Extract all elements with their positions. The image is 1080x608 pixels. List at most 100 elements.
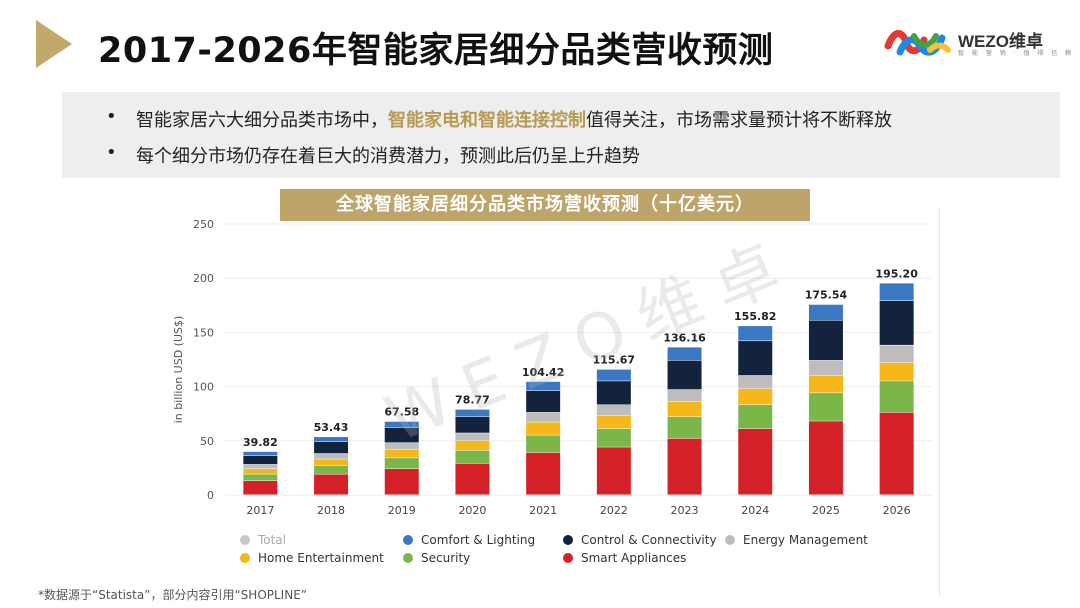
bar-segment-smart-appliances [667,438,702,495]
chart-area: 0 50 100 150 200 250 in billion USD (US$) 39.82… [160,208,940,598]
x-tick-label: 2020 [458,504,486,517]
logo-text: WEZO维卓 [958,32,1043,51]
y-tick-label: 100 [193,381,214,394]
legend-swatch-icon [240,553,250,563]
bar-segment-security [243,474,278,481]
x-tick-label: 2026 [883,504,911,517]
bar-segment-energy-management [314,453,349,459]
legend-item: Smart Appliances [563,551,686,565]
y-tick-label: 250 [193,218,214,231]
bar-segment-control-connectivity [596,381,631,405]
legend-item: Total [240,533,286,547]
bar-segment-control-connectivity [314,441,349,454]
bar-segment-control-connectivity [738,341,773,376]
y-tick-label: 50 [200,435,214,448]
legend-label: Home Entertainment [258,551,384,565]
bar-segment-home-entertainment [738,388,773,405]
bar-segment-comfort-lighting [243,451,278,456]
bar-segment-comfort-lighting [667,347,702,361]
bar-segment-smart-appliances [314,474,349,495]
x-tick-label: 2024 [741,504,769,517]
legend-label: Control & Connectivity [581,533,717,547]
bar-segment-security [667,416,702,439]
chart-title: 全球智能家居细分品类市场营收预测（十亿美元） [280,189,810,221]
bar-segment-comfort-lighting [596,369,631,381]
bar-segment-control-connectivity [243,455,278,465]
bar-total-label: 155.82 [734,310,776,323]
bar-segment-home-entertainment [667,401,702,417]
bar-segment-security [596,428,631,447]
bar-total-label: 67.58 [384,406,419,419]
bar-total-label: 115.67 [593,354,635,367]
bar-segment-comfort-lighting [314,437,349,442]
bar-segment-smart-appliances [526,452,561,495]
bar-segment-security [738,405,773,429]
bar-total-label: 175.54 [805,289,848,302]
bar-segment-home-entertainment [526,422,561,435]
legend-swatch-icon [240,535,250,545]
bar-segment-home-entertainment [243,468,278,474]
bar-segment-energy-management [526,412,561,422]
bar-segment-energy-management [738,375,773,389]
bullet-text: 智能家居六大细分品类市场中， [136,110,388,131]
legend-swatch-icon [725,535,735,545]
bar-segment-home-entertainment [314,459,349,466]
bar-segment-comfort-lighting [738,326,773,341]
bullet-highlight: 智能家电和智能连接控制 [388,110,586,131]
bar-segment-smart-appliances [243,480,278,495]
bar-segment-home-entertainment [879,362,914,381]
legend-label: Smart Appliances [581,551,687,565]
x-tick-label: 2023 [671,504,699,517]
bar-segment-comfort-lighting [808,304,843,320]
x-tick-label: 2018 [317,504,345,517]
bar-total-label: 78.77 [455,394,490,407]
legend-swatch-icon [563,535,573,545]
bullet-panel: • 智能家居六大细分品类市场中，智能家电和智能连接控制值得关注，市场需求量预计将… [62,92,1060,178]
x-tick-label: 2019 [388,504,416,517]
legend-item: Control & Connectivity [563,533,717,547]
legend-item: Security [403,551,470,565]
legend-label: Total [258,533,287,547]
bar-segment-home-entertainment [384,449,419,458]
title-arrow-decoration [36,20,72,68]
y-tick-label: 0 [207,489,214,502]
bar-total-label: 136.16 [663,331,706,344]
bar-segment-home-entertainment [455,440,490,451]
bar-segment-smart-appliances [738,428,773,495]
bar-segment-control-connectivity [667,360,702,390]
x-tick-label: 2017 [246,504,274,517]
bar-segment-energy-management [667,389,702,402]
bar-segment-energy-management [808,360,843,376]
bar-segment-smart-appliances [808,421,843,495]
bar-total-label: 39.82 [243,436,278,449]
bar-segment-comfort-lighting [526,381,561,391]
legend-item: Energy Management [725,533,868,547]
bullet-text: 每个细分市场仍存在着巨大的消费潜力，预测此后仍呈上升趋势 [136,146,640,167]
legend-label: Comfort & Lighting [421,533,536,547]
legend-item: Comfort & Lighting [403,533,535,547]
bar-segment-security [879,381,914,413]
bar-segment-home-entertainment [596,415,631,429]
source-footnote: *数据源于“Statista”，部分内容引用“SHOPLINE” [38,588,307,602]
bar-segment-comfort-lighting [455,409,490,417]
bar-total-label: 53.43 [314,421,349,434]
x-tick-label: 2022 [600,504,628,517]
bar-segment-energy-management [243,464,278,469]
bar-segment-smart-appliances [879,412,914,495]
bar-segment-security [314,465,349,474]
y-axis-label: in billion USD (US$) [172,316,185,424]
bar-segment-energy-management [384,442,419,449]
x-tick-label: 2021 [529,504,557,517]
y-tick-label: 150 [193,326,214,339]
bar-segment-security [455,450,490,464]
x-tick-label: 2025 [812,504,840,517]
legend-item: Home Entertainment [240,551,384,565]
legend-swatch-icon [563,553,573,563]
stacked-bar-chart: 0 50 100 150 200 250 in billion USD (US$) 39.82… [172,218,932,517]
legend-label: Security [421,551,471,565]
bar-total-label: 104.42 [522,366,564,379]
bar-segment-security [808,393,843,421]
legend-label: Energy Management [743,533,868,547]
bullet-dot-icon: • [106,106,117,127]
bar-segment-control-connectivity [879,300,914,345]
